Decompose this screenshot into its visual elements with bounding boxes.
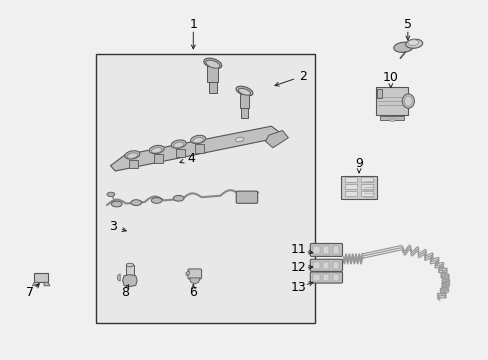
FancyBboxPatch shape	[126, 265, 133, 279]
Ellipse shape	[402, 94, 414, 108]
FancyBboxPatch shape	[34, 273, 48, 282]
Text: 1: 1	[189, 18, 197, 31]
Text: 6: 6	[189, 287, 197, 300]
Polygon shape	[118, 274, 120, 281]
Bar	[313, 262, 319, 269]
Bar	[360, 177, 373, 182]
Ellipse shape	[151, 198, 162, 203]
Text: 8: 8	[121, 287, 129, 300]
Ellipse shape	[393, 42, 412, 53]
FancyBboxPatch shape	[379, 116, 404, 121]
Polygon shape	[207, 66, 218, 82]
Text: 7: 7	[26, 287, 34, 300]
Bar	[332, 274, 338, 280]
Ellipse shape	[405, 39, 422, 48]
Ellipse shape	[203, 58, 222, 69]
FancyBboxPatch shape	[236, 191, 257, 203]
Text: 2: 2	[299, 69, 306, 82]
Ellipse shape	[127, 153, 137, 158]
FancyBboxPatch shape	[376, 87, 407, 116]
Text: 12: 12	[290, 261, 305, 274]
Bar	[344, 191, 357, 196]
Ellipse shape	[131, 200, 142, 206]
Bar	[332, 262, 338, 269]
Ellipse shape	[173, 142, 183, 148]
Ellipse shape	[149, 145, 164, 154]
Ellipse shape	[205, 60, 220, 68]
Ellipse shape	[151, 148, 162, 153]
Ellipse shape	[236, 86, 252, 96]
FancyBboxPatch shape	[129, 159, 138, 168]
Ellipse shape	[404, 96, 411, 106]
FancyBboxPatch shape	[340, 176, 377, 199]
Text: 10: 10	[382, 71, 398, 84]
Bar	[360, 184, 373, 189]
Text: 5: 5	[403, 18, 411, 31]
Bar	[332, 246, 338, 254]
Ellipse shape	[124, 151, 140, 159]
FancyBboxPatch shape	[154, 154, 162, 163]
Polygon shape	[189, 278, 200, 284]
Ellipse shape	[111, 201, 122, 207]
Polygon shape	[239, 94, 249, 108]
FancyBboxPatch shape	[195, 144, 203, 153]
Bar	[323, 262, 329, 269]
Ellipse shape	[235, 137, 244, 142]
Ellipse shape	[238, 88, 250, 95]
FancyBboxPatch shape	[310, 259, 342, 271]
Bar	[313, 274, 319, 280]
Polygon shape	[185, 271, 189, 275]
Ellipse shape	[173, 195, 183, 201]
Bar	[344, 177, 357, 182]
Polygon shape	[110, 126, 281, 171]
Ellipse shape	[171, 140, 186, 148]
Polygon shape	[44, 282, 50, 286]
Text: 9: 9	[354, 157, 362, 170]
Text: 4: 4	[186, 152, 194, 165]
Text: 11: 11	[290, 243, 305, 256]
Bar	[313, 246, 319, 254]
Polygon shape	[122, 275, 137, 287]
Bar	[96, 54, 315, 323]
FancyBboxPatch shape	[187, 269, 201, 279]
Polygon shape	[208, 82, 216, 93]
Ellipse shape	[190, 135, 205, 144]
FancyBboxPatch shape	[310, 243, 342, 256]
FancyBboxPatch shape	[310, 272, 342, 283]
Bar	[360, 191, 373, 196]
Polygon shape	[265, 131, 288, 148]
Ellipse shape	[389, 119, 394, 122]
FancyBboxPatch shape	[175, 149, 184, 157]
Bar	[344, 184, 357, 189]
Text: 13: 13	[290, 281, 305, 294]
Ellipse shape	[107, 192, 115, 197]
Polygon shape	[241, 108, 247, 118]
Ellipse shape	[407, 40, 418, 46]
Bar	[323, 274, 329, 280]
Polygon shape	[376, 89, 382, 98]
Ellipse shape	[126, 263, 133, 267]
Text: 3: 3	[109, 220, 117, 233]
Bar	[323, 246, 329, 254]
Ellipse shape	[193, 138, 203, 143]
Polygon shape	[32, 282, 38, 286]
